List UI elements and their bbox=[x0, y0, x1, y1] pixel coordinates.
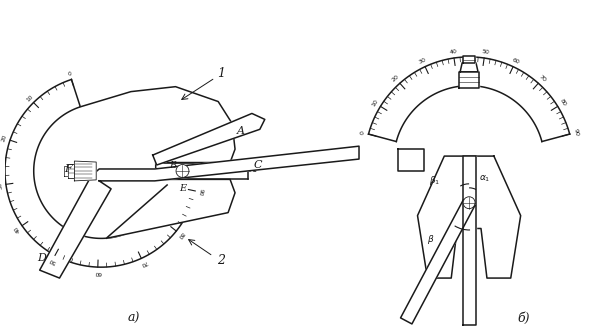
Text: 80: 80 bbox=[176, 230, 185, 239]
Polygon shape bbox=[398, 149, 424, 171]
Text: C: C bbox=[254, 160, 262, 170]
Text: A: A bbox=[237, 126, 245, 136]
Text: $\alpha_1$: $\alpha_1$ bbox=[479, 174, 490, 184]
Text: 70: 70 bbox=[538, 74, 547, 83]
Text: 20: 20 bbox=[391, 74, 400, 83]
Text: 60: 60 bbox=[94, 270, 101, 275]
Text: 20: 20 bbox=[1, 134, 8, 143]
Text: 90: 90 bbox=[197, 188, 204, 196]
Polygon shape bbox=[80, 87, 235, 238]
Text: 70: 70 bbox=[139, 259, 148, 267]
Text: 50: 50 bbox=[481, 49, 490, 55]
Text: 2: 2 bbox=[217, 254, 225, 267]
Text: $\beta_1$: $\beta_1$ bbox=[430, 174, 440, 187]
Polygon shape bbox=[74, 161, 96, 181]
Polygon shape bbox=[418, 156, 521, 278]
Text: 80: 80 bbox=[559, 98, 568, 108]
Text: $\beta$: $\beta$ bbox=[427, 233, 435, 246]
Polygon shape bbox=[463, 156, 476, 325]
Polygon shape bbox=[5, 80, 195, 267]
Text: E: E bbox=[179, 184, 186, 193]
Polygon shape bbox=[460, 63, 478, 72]
Text: 10: 10 bbox=[25, 94, 34, 103]
Text: 60: 60 bbox=[511, 57, 520, 65]
Text: 0: 0 bbox=[359, 130, 365, 135]
Circle shape bbox=[463, 197, 475, 209]
Text: F: F bbox=[65, 164, 73, 174]
Text: 90: 90 bbox=[572, 128, 580, 137]
Text: а): а) bbox=[128, 312, 140, 325]
Text: 0: 0 bbox=[67, 71, 73, 77]
Text: D: D bbox=[37, 253, 46, 263]
Polygon shape bbox=[463, 56, 475, 63]
Text: 1: 1 bbox=[217, 67, 225, 80]
Text: 30: 30 bbox=[0, 181, 4, 189]
Text: б): б) bbox=[517, 312, 530, 325]
Text: 10: 10 bbox=[371, 98, 379, 108]
Polygon shape bbox=[40, 146, 359, 278]
Circle shape bbox=[176, 165, 189, 177]
Polygon shape bbox=[459, 72, 479, 88]
Text: 40: 40 bbox=[13, 224, 22, 233]
Text: 40: 40 bbox=[449, 49, 457, 55]
Text: 30: 30 bbox=[418, 57, 427, 65]
Text: B: B bbox=[169, 161, 176, 169]
Polygon shape bbox=[153, 114, 265, 165]
Polygon shape bbox=[368, 57, 569, 142]
Polygon shape bbox=[68, 164, 74, 178]
Polygon shape bbox=[64, 166, 68, 176]
Text: 50: 50 bbox=[48, 256, 57, 264]
Polygon shape bbox=[401, 200, 475, 324]
